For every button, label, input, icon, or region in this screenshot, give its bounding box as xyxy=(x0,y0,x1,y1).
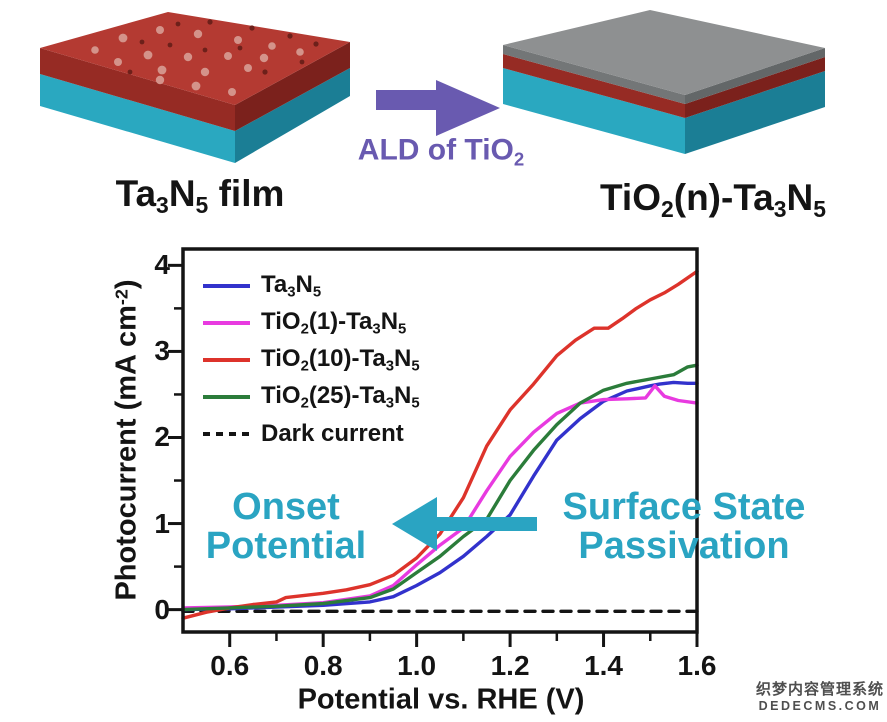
legend-item-tio2-25-ta3n5: TiO2(25)-Ta3N5 xyxy=(203,378,420,415)
surface-annotation-line2: Passivation xyxy=(578,525,790,567)
tio2-ta3n5-slab xyxy=(503,10,825,154)
y-tick-label: 0 xyxy=(154,593,170,625)
legend-line-sample xyxy=(203,357,250,362)
plot-frame xyxy=(181,247,699,634)
substrate-side-face xyxy=(685,71,825,154)
x-axis-title: Potential vs. RHE (V) xyxy=(297,683,585,716)
x-tick-label: 0.6 xyxy=(210,650,250,681)
x-tick-label: 1.2 xyxy=(490,650,530,681)
curve-tio2-25-ta3n5 xyxy=(181,363,699,612)
ta3n5-film-slab xyxy=(40,12,350,163)
x-tick-label: 1.6 xyxy=(677,650,717,681)
legend-line-sample xyxy=(203,431,250,436)
y-tick-label: 1 xyxy=(154,507,170,539)
chart-legend: Ta3N5 TiO2(1)-Ta3N5 TiO2(10)-Ta3N5 TiO2(25)… xyxy=(203,267,420,452)
ald-process-arrow xyxy=(376,80,500,136)
x-tick-label: 0.8 xyxy=(303,650,343,681)
y-tick-label: 3 xyxy=(154,335,170,367)
legend-item-label: TiO2(1)-Ta3N5 xyxy=(261,307,407,338)
onset-annotation-line2: Potential xyxy=(205,525,367,567)
legend-item-dark-current: Dark current xyxy=(203,415,420,452)
onset-shift-arrow xyxy=(392,497,537,551)
film-front-face xyxy=(503,54,685,118)
photocurrent-chart xyxy=(168,247,699,647)
watermark: 织梦内容管理系统 DEDECMS.COM xyxy=(756,678,884,713)
onset-arrow-head xyxy=(392,497,437,551)
legend-line-sample xyxy=(203,320,250,325)
legend-item-ta3n5: Ta3N5 xyxy=(203,267,420,304)
ald-of-tio2-label: ALD of TiO2 xyxy=(357,133,525,170)
curve-ta3n5 xyxy=(181,380,699,612)
substrate-side-face xyxy=(235,68,350,163)
y-tick-label: 2 xyxy=(154,421,170,453)
legend-item-tio2-1-ta3n5: TiO2(1)-Ta3N5 xyxy=(203,304,420,341)
legend-item-label: Dark current xyxy=(261,419,404,447)
legend-item-label: TiO2(25)-Ta3N5 xyxy=(261,381,420,412)
watermark-cjk-line: 织梦内容管理系统 xyxy=(755,681,884,698)
tio2-top-face xyxy=(503,10,825,95)
arrow-shaft xyxy=(376,90,438,110)
substrate-front-face xyxy=(40,74,235,163)
film-side-face xyxy=(235,42,350,131)
tio2-side-face xyxy=(685,48,825,104)
surface-state-passivation-annotation: Surface State Passivation xyxy=(563,488,806,566)
film-top-face xyxy=(40,12,350,105)
onset-arrow-shaft xyxy=(433,517,537,531)
legend-line-sample xyxy=(203,283,250,288)
ta3n5-film-label: Ta3N5 film xyxy=(115,173,285,218)
legend-item-label: TiO2(10)-Ta3N5 xyxy=(261,344,420,375)
film-front-face xyxy=(40,48,235,131)
legend-item-label: Ta3N5 xyxy=(261,270,322,301)
legend-line-sample xyxy=(203,394,250,399)
surface-annotation-line1: Surface State xyxy=(562,486,806,528)
film-side-face xyxy=(685,57,825,118)
curve-tio2-10-ta3n5 xyxy=(181,269,699,620)
substrate-front-face xyxy=(503,68,685,154)
x-tick-label: 1.4 xyxy=(584,650,623,681)
x-tick-label: 1.0 xyxy=(397,650,437,681)
tio2-n-ta3n5-label: TiO2(n)-Ta3N5 xyxy=(599,177,827,222)
watermark-url-line: DEDECMS.COM xyxy=(758,699,882,713)
legend-item-tio2-10-ta3n5: TiO2(10)-Ta3N5 xyxy=(203,341,420,378)
tio2-front-face xyxy=(503,45,685,104)
surface-defect-dots xyxy=(91,19,319,96)
onset-potential-annotation: Onset Potential xyxy=(206,488,366,566)
onset-annotation-line1: Onset xyxy=(232,486,340,528)
y-tick-label: 4 xyxy=(154,249,170,281)
arrow-head xyxy=(436,80,500,136)
